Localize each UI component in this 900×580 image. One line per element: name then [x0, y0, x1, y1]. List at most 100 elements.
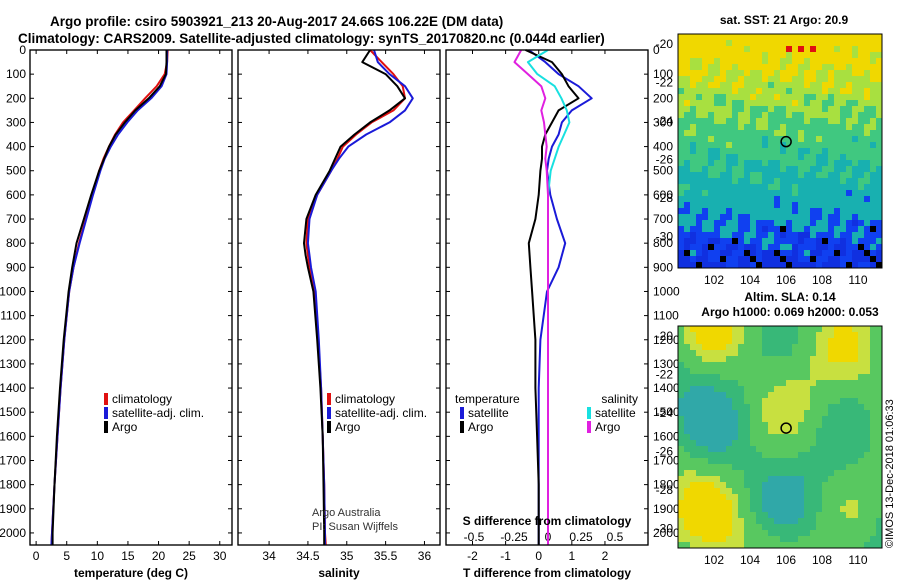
- map-cell: [750, 344, 756, 350]
- map-cell: [774, 350, 780, 356]
- map-cell: [774, 362, 780, 368]
- map-cell: [702, 440, 708, 446]
- map-cell: [750, 542, 756, 548]
- map-cell: [726, 202, 732, 208]
- map-cell: [792, 476, 798, 482]
- panel-frame-top: [445, 49, 649, 546]
- map-cell: [780, 524, 786, 530]
- map-cell: [870, 512, 876, 518]
- map-cell: [816, 262, 822, 268]
- map-cell: [714, 470, 720, 476]
- map-cell: [750, 392, 756, 398]
- map-cell: [786, 512, 792, 518]
- map-cell: [768, 464, 774, 470]
- map-cell: [744, 160, 750, 166]
- map-cell: [804, 142, 810, 148]
- map-cell: [768, 112, 774, 118]
- x-tick-label: 0: [33, 549, 40, 563]
- map-cell: [798, 112, 804, 118]
- map-cell: [762, 512, 768, 518]
- map-cell: [714, 452, 720, 458]
- map-cell: [786, 386, 792, 392]
- map-cell: [738, 88, 744, 94]
- map-cell: [810, 238, 816, 244]
- map-cell: [822, 148, 828, 154]
- map-cell: [798, 506, 804, 512]
- map-cell: [870, 452, 876, 458]
- map-cell: [834, 100, 840, 106]
- map-cell: [714, 250, 720, 256]
- map-cell: [786, 70, 792, 76]
- map-cell: [774, 356, 780, 362]
- map-cell: [678, 470, 684, 476]
- map-cell: [726, 338, 732, 344]
- map-cell: [702, 202, 708, 208]
- map-cell: [816, 470, 822, 476]
- map-cell: [714, 232, 720, 238]
- map-cell: [744, 250, 750, 256]
- map-cell: [858, 172, 864, 178]
- map-cell: [864, 500, 870, 506]
- map-cell: [744, 262, 750, 268]
- map-cell: [774, 34, 780, 40]
- map-cell: [798, 64, 804, 70]
- map-cell: [696, 46, 702, 52]
- map-cell: [786, 226, 792, 232]
- map-cell: [828, 338, 834, 344]
- map-cell: [870, 350, 876, 356]
- map-cell: [756, 392, 762, 398]
- map-cell: [822, 326, 828, 332]
- map-cell: [696, 226, 702, 232]
- map-cell: [834, 344, 840, 350]
- map-cell: [876, 434, 882, 440]
- map-cell: [834, 368, 840, 374]
- map-cell: [816, 458, 822, 464]
- map-cell: [768, 392, 774, 398]
- map-cell: [798, 464, 804, 470]
- map-cell: [708, 344, 714, 350]
- difference-legend: temperature salinity satellite Argo sate…: [455, 392, 638, 434]
- map-cell: [696, 100, 702, 106]
- map-cell: [792, 76, 798, 82]
- map-cell: [762, 190, 768, 196]
- map-cell: [720, 380, 726, 386]
- map-cell: [678, 190, 684, 196]
- map-cell: [756, 202, 762, 208]
- map-cell: [684, 238, 690, 244]
- map-cell: [780, 344, 786, 350]
- map-cell: [684, 374, 690, 380]
- map-cell: [714, 476, 720, 482]
- map-cell: [828, 256, 834, 262]
- map-cell: [768, 344, 774, 350]
- map-cell: [756, 244, 762, 250]
- map-cell: [792, 100, 798, 106]
- map-cell: [696, 118, 702, 124]
- map-cell: [822, 410, 828, 416]
- map-cell: [792, 524, 798, 530]
- map-cell: [864, 518, 870, 524]
- map-cell: [828, 232, 834, 238]
- map-cell: [750, 238, 756, 244]
- map-cell: [690, 52, 696, 58]
- map-cell: [810, 482, 816, 488]
- map-cell: [780, 112, 786, 118]
- map-cell: [864, 368, 870, 374]
- map-cell: [756, 124, 762, 130]
- map-cell: [858, 398, 864, 404]
- map-cell: [744, 332, 750, 338]
- map-cell: [678, 500, 684, 506]
- map-cell: [852, 160, 858, 166]
- map-cell: [768, 226, 774, 232]
- map-cell: [810, 518, 816, 524]
- map-cell: [678, 214, 684, 220]
- map-cell: [738, 446, 744, 452]
- map-cell: [780, 214, 786, 220]
- map-cell: [792, 256, 798, 262]
- map-cell: [726, 470, 732, 476]
- map-cell: [744, 112, 750, 118]
- map-cell: [786, 470, 792, 476]
- map-cell: [696, 88, 702, 94]
- map-cell: [684, 124, 690, 130]
- x-tick-label: 5: [63, 549, 70, 563]
- y-tick-label: 800: [6, 236, 26, 250]
